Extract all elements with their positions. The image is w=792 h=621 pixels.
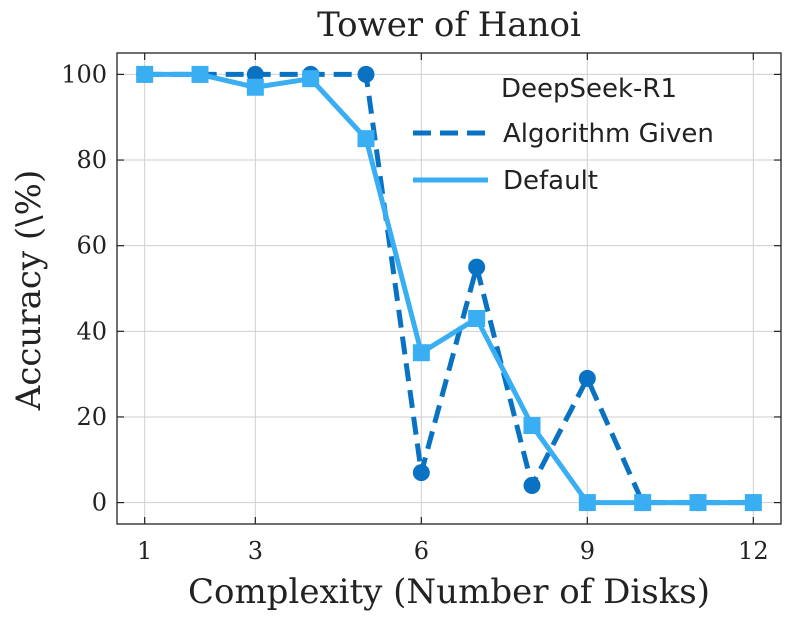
data-point [302,70,320,88]
data-point [412,464,430,482]
axis-ticks: 1 3 6 9 12 0 20 40 60 80 100 [61,53,781,565]
data-point [689,494,707,512]
y-axis-label: Accuracy (\%) [9,170,49,411]
data-point [357,130,375,148]
x-tick-label: 12 [738,537,769,565]
data-point [191,65,209,83]
y-tick-label: 80 [76,146,107,174]
plot-frame [116,52,782,525]
x-tick-label: 6 [414,537,429,565]
plot-series [136,65,762,512]
data-point [412,344,430,362]
data-point [246,65,264,83]
legend-title: DeepSeek-R1 [501,74,677,104]
x-tick-label: 9 [580,537,595,565]
data-point [468,258,486,276]
y-tick-label: 0 [92,489,107,517]
data-point [634,494,652,512]
data-point [468,309,486,327]
data-point [744,494,762,512]
data-point [136,65,154,83]
x-tick-label: 3 [248,537,263,565]
legend-label: Algorithm Given [503,119,714,149]
data-point [523,417,541,435]
data-point [578,369,596,387]
legend-label: Default [503,166,598,196]
data-point [578,494,596,512]
series-line [144,71,754,506]
data-point [523,476,541,494]
y-tick-label: 40 [76,317,107,345]
legend: DeepSeek-R1 Algorithm Given Default [413,74,714,196]
chart-title: Tower of Hanoi [317,5,581,45]
y-tick-label: 60 [76,232,107,260]
y-tick-label: 100 [61,60,107,88]
x-axis-label: Complexity (Number of Disks) [188,572,710,612]
data-point [357,65,375,83]
y-tick-label: 20 [76,403,107,431]
data-point [246,78,264,96]
x-tick-label: 1 [137,537,152,565]
series-default [136,65,762,512]
